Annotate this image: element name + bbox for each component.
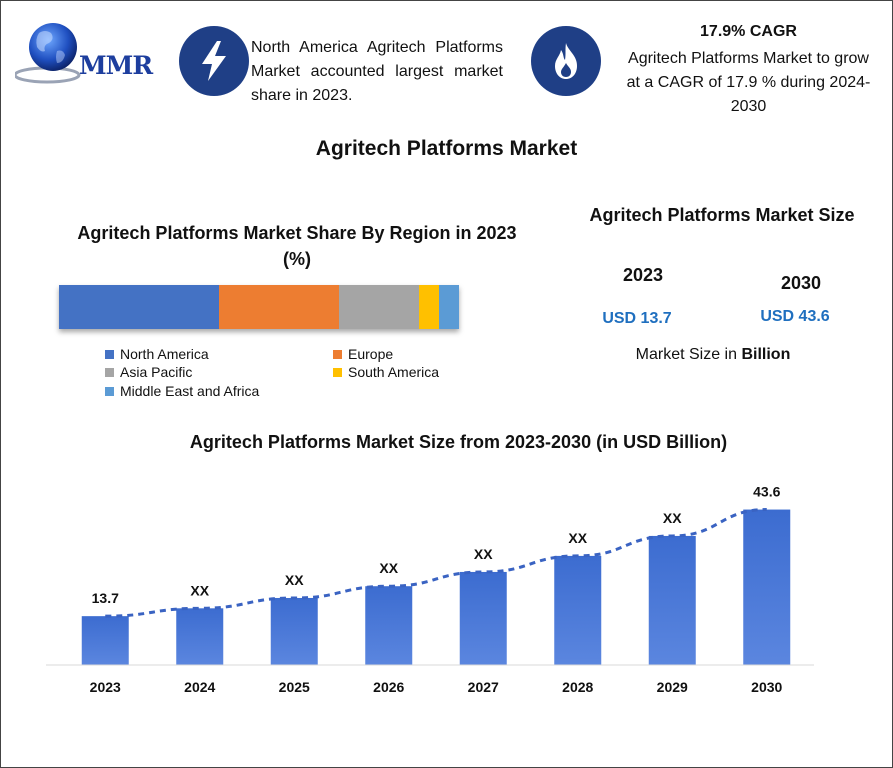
legend-swatch (333, 349, 342, 359)
bar-2027 (459, 571, 507, 665)
note-unit: Billion (741, 346, 791, 363)
note-prefix: Market Size in (635, 346, 742, 363)
x-tick-label: 2024 (184, 679, 215, 695)
x-tick-label: 2027 (468, 679, 499, 695)
legend-item: Asia Pacific (105, 364, 192, 380)
share-segment-europe (219, 285, 339, 329)
share-segment-asia-pacific (339, 285, 419, 329)
legend-label: Asia Pacific (120, 364, 193, 380)
share-chart-title: Agritech Platforms Market Share By Regio… (77, 223, 517, 269)
market-size-note: Market Size in Billion (601, 346, 825, 364)
market-size-title: Agritech Platforms Market Size (589, 205, 855, 225)
bar-2026 (365, 586, 413, 665)
x-tick-label: 2023 (90, 679, 121, 695)
legend-swatch (105, 349, 114, 359)
legend-swatch (105, 386, 114, 396)
legend-item: South America (333, 364, 439, 380)
share-stacked-bar (59, 285, 459, 329)
bar-2023 (81, 616, 129, 665)
share-segment-north-america (59, 285, 219, 329)
year-end-label: 2030 (780, 273, 822, 293)
legend-label: Middle East and Africa (120, 383, 260, 399)
x-tick-label: 2029 (657, 679, 688, 695)
legend-label: North America (120, 346, 209, 362)
legend-label: South America (348, 364, 440, 380)
x-tick-label: 2025 (279, 679, 310, 695)
bar-2028 (554, 555, 602, 665)
bar-2025 (270, 597, 318, 665)
bar-data-label: XX (190, 582, 209, 598)
legend-swatch (333, 367, 342, 377)
value-start-label: USD 13.7 (602, 310, 672, 327)
bar-data-label: XX (285, 572, 304, 588)
x-tick-label: 2026 (373, 679, 404, 695)
logo-text: MMR (79, 51, 153, 80)
bar-data-label: XX (379, 560, 398, 576)
share-segment-south-america (419, 285, 439, 329)
globe-icon (13, 23, 81, 84)
bar-data-label: XX (568, 530, 587, 546)
market-size-bar-chart: 13.7 2023 XX 2024 XX 2025 XX 2026 XX 2027 XX 2028 XX… (46, 484, 814, 695)
bar-data-label: XX (474, 546, 493, 562)
cagr-title: 17.9% CAGR (700, 23, 797, 40)
value-end-label: USD 43.6 (760, 308, 830, 325)
x-tick-label: 2028 (562, 679, 593, 695)
lightning-bolt-icon (179, 26, 249, 96)
bar-2029 (648, 535, 696, 665)
region-share-text: North America Agritech Platforms Market … (251, 39, 503, 104)
legend-swatch (105, 367, 114, 377)
x-tick-label: 2030 (751, 679, 782, 695)
trend-line (105, 508, 767, 618)
legend-label: Europe (348, 346, 394, 362)
legend-item: Europe (333, 346, 393, 362)
mmr-logo: MMR (13, 17, 155, 87)
bar-chart-title: Agritech Platforms Market Size from 2023… (189, 432, 728, 452)
bar-2024 (176, 608, 224, 665)
bar-data-label: XX (663, 510, 682, 526)
legend-item: North America (105, 346, 209, 362)
legend-item: Middle East and Africa (105, 383, 259, 399)
page-title: Agritech Platforms Market (315, 137, 578, 160)
bar-data-label: 13.7 (92, 590, 119, 606)
bar-data-label: 43.6 (753, 484, 780, 500)
cagr-text: Agritech Platforms Market to grow at a C… (626, 50, 871, 115)
flame-icon (531, 26, 601, 96)
bar-2030 (743, 509, 791, 665)
year-start-label: 2023 (622, 265, 664, 285)
share-segment-middle-east-and-africa (439, 285, 459, 329)
